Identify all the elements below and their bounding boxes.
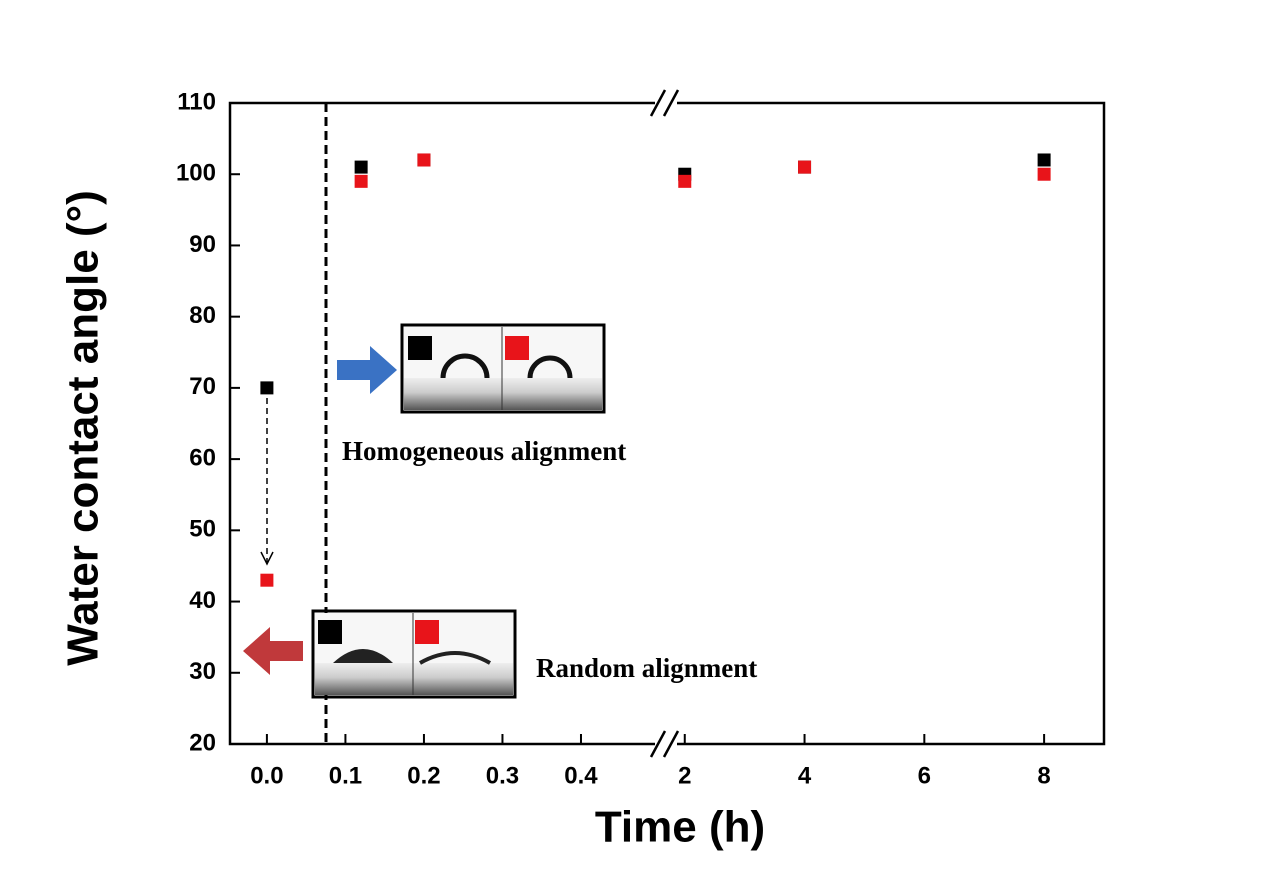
x-tick-label: 0.3 — [486, 762, 519, 789]
y-tick-label: 60 — [189, 444, 216, 471]
blue-arrow — [337, 346, 397, 394]
point — [354, 174, 368, 188]
y-tick-label: 40 — [189, 587, 216, 614]
x-axis-title: Time (h) — [595, 803, 765, 852]
annotation: Homogeneous alignment — [342, 436, 626, 466]
point — [1037, 167, 1051, 181]
y-tick-label: 30 — [189, 658, 216, 685]
annotation: Random alignment — [536, 653, 757, 683]
y-tick-label: 80 — [189, 302, 216, 329]
point — [798, 160, 812, 174]
y-tick-label: 110 — [177, 88, 216, 115]
x-tick-label: 0.4 — [564, 762, 598, 789]
inset-homogeneous — [337, 323, 606, 414]
x-tick-label: 0.0 — [250, 762, 283, 789]
x-tick-label: 2 — [678, 762, 691, 789]
point — [354, 160, 368, 174]
y-tick-label: 50 — [189, 516, 216, 543]
y-tick-label: 100 — [176, 160, 216, 187]
point — [260, 381, 274, 395]
y-tick-label: 90 — [189, 231, 216, 258]
y-tick-label: 70 — [189, 373, 216, 400]
red-arrow — [243, 627, 303, 675]
x-tick-label: 6 — [918, 762, 931, 789]
x-tick-label: 8 — [1037, 762, 1050, 789]
point — [1037, 153, 1051, 167]
x-tick-label: 0.2 — [407, 762, 440, 789]
point — [417, 153, 431, 167]
arrow-head — [260, 551, 274, 566]
inset-random — [243, 609, 517, 699]
break-marks — [649, 89, 680, 758]
x-tick-label: 0.1 — [329, 762, 362, 789]
y-tick-label: 20 — [189, 729, 216, 756]
point — [260, 573, 274, 587]
point — [678, 174, 692, 188]
x-tick-label: 4 — [798, 762, 812, 789]
y-axis-title: Water contact angle (°) — [59, 190, 108, 666]
